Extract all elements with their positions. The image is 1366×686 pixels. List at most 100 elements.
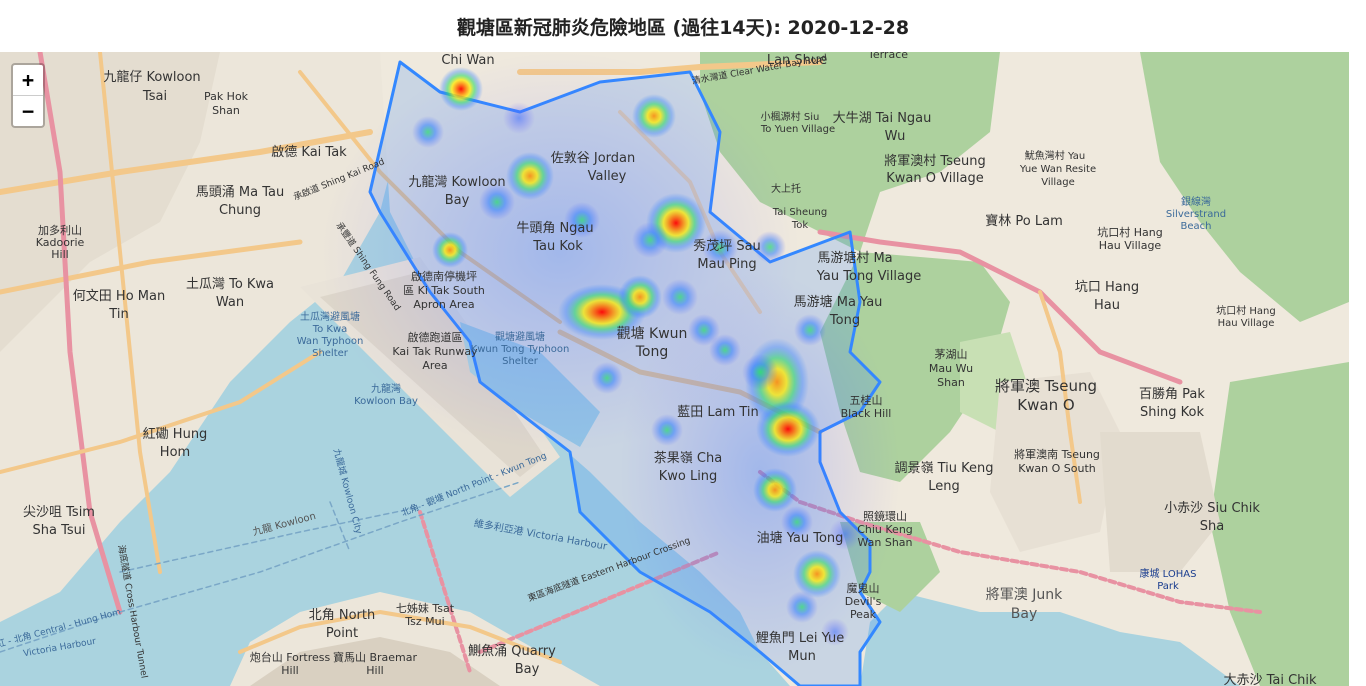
map-label: 將軍澳南 Tseung	[1014, 447, 1100, 461]
map-label: Mau Ping	[697, 257, 756, 272]
map-label: 小赤沙 Siu Chik	[1164, 501, 1260, 516]
map-label: Black Hill	[841, 407, 892, 420]
heat-point	[829, 518, 861, 550]
map-label: 茅湖山	[935, 348, 968, 361]
map-label: 大牛湖 Tai Ngau	[833, 111, 932, 126]
map-label: 佐敦谷 Jordan	[551, 150, 636, 166]
map-label: 九龍 Kowloon	[251, 509, 317, 538]
map-label: Yue Wan Resite	[1019, 164, 1096, 175]
map-label: Chi Wan	[441, 53, 494, 68]
map-label: Tok	[791, 220, 809, 231]
heat-point	[794, 314, 826, 346]
map-label: 秀茂坪 Sau	[693, 239, 761, 254]
map-label: 大上托	[771, 182, 801, 195]
map-label: Tin	[108, 307, 128, 322]
map-label: 寶林 Po Lam	[985, 213, 1062, 229]
map-label: 馬頭涌 Ma Tau	[196, 185, 284, 200]
map-label: 馬游塘村 Ma	[817, 250, 892, 266]
heat-point	[591, 362, 623, 394]
heat-point	[632, 222, 668, 258]
map-label: 觀塘 Kwun	[617, 326, 688, 342]
heat-point	[702, 230, 738, 266]
map-label: 炮台山 Fortress	[250, 650, 331, 664]
map-label: Shan	[212, 104, 240, 117]
map-label: 藍田 Lam Tin	[677, 405, 759, 420]
map-label: 加多利山	[38, 223, 82, 237]
map-label: Hau	[1094, 298, 1120, 313]
heat-point	[753, 468, 797, 512]
map-label: Tong	[635, 344, 669, 360]
map-label: 將軍澳 Tseung	[995, 377, 1097, 395]
map-label: 將軍澳 Junk	[986, 587, 1063, 603]
heat-point	[793, 550, 841, 598]
map-label-layer: Chi Wan Lan Shue Terrace 九龍仔 Kowloon Tsa…	[0, 52, 1317, 686]
heat-point	[651, 414, 683, 446]
map-label: Pak Hok	[204, 90, 249, 103]
map-label: 北角 North	[309, 608, 376, 623]
map-label: 坑口村 Hang	[1216, 304, 1276, 317]
map-label: 土瓜灣 To Kwa	[186, 277, 274, 292]
heat-point	[662, 279, 698, 315]
map-label: Peak	[850, 608, 877, 621]
map-label: Sha Tsui	[32, 523, 85, 538]
map-label: 魷魚灣村 Yau	[1025, 149, 1085, 162]
heat-point	[786, 591, 818, 623]
map-label: Silverstrand	[1166, 209, 1226, 220]
map-label: Wu	[885, 129, 906, 144]
map-label: 鯉魚門 Lei Yue	[756, 631, 845, 646]
map-label: 九龍灣 Kowloon	[408, 174, 505, 190]
map-view[interactable]: Chi Wan Lan Shue Terrace 九龍仔 Kowloon Tsa…	[0, 52, 1349, 686]
map-label: 牛頭角 Ngau	[516, 221, 593, 236]
map-label: Kwan O Village	[886, 171, 984, 186]
heat-point	[439, 67, 483, 111]
zoom-in-button[interactable]: +	[21, 68, 35, 92]
map-label: Kwan O	[1017, 396, 1074, 414]
zoom-out-button[interactable]: −	[13, 95, 43, 126]
map-label: 土瓜灣避風塘	[300, 310, 360, 323]
map-label: Terrace	[867, 52, 908, 61]
map-label: Valley	[588, 169, 627, 184]
map-label: Kwan O South	[1018, 462, 1096, 475]
map-label: Kwun Tong Typhoon	[471, 344, 570, 355]
map-label: 尖沙咀 Tsim	[23, 505, 95, 520]
map-label: 觀塘避風塘	[495, 330, 545, 343]
map-label: 油塘 Yau Tong	[757, 530, 844, 546]
map-label: Beach	[1181, 221, 1212, 232]
heat-point	[756, 401, 820, 457]
map-label: Shelter	[312, 348, 349, 359]
heat-point	[564, 202, 600, 238]
map-label: 照鏡環山	[863, 509, 907, 523]
map-label: 大赤沙 Tai Chik	[1223, 673, 1317, 686]
heat-point	[742, 354, 778, 390]
map-label: To Yuen Village	[760, 124, 835, 135]
page-title: 觀塘區新冠肺炎危險地區 (過往14天): 2020-12-28	[456, 16, 910, 39]
map-label: Bay	[445, 193, 470, 208]
map-label: Point	[326, 626, 358, 641]
map-label: 銀線灣	[1181, 195, 1211, 208]
heat-point	[412, 116, 444, 148]
map-label: Hom	[160, 445, 190, 460]
map-label: Apron Area	[413, 298, 474, 311]
heat-point	[503, 102, 535, 134]
map-label: Chiu Keng	[857, 523, 913, 536]
heat-point	[506, 152, 554, 200]
heat-point	[688, 314, 720, 346]
map-label: 茶果嶺 Cha	[654, 450, 722, 466]
map-label: 九龍灣	[371, 382, 401, 395]
map-label: Hau Village	[1218, 318, 1275, 329]
map-label: 魔鬼山	[847, 581, 880, 595]
map-label: Lan Shue	[767, 53, 827, 68]
map-label: Wan Shan	[857, 536, 912, 549]
map-label: Yau Tong Village	[816, 269, 921, 284]
map-label: 區 Ki Tak South	[403, 284, 485, 297]
map-label: Kwo Ling	[659, 469, 718, 484]
map-label: 將軍澳村 Tseung	[884, 153, 985, 169]
map-label: Leng	[928, 479, 960, 494]
map-label: 馬游塘 Ma Yau	[794, 294, 883, 310]
map-label: 啟德南停機坪	[411, 269, 477, 283]
map-label: Shing Kok	[1140, 405, 1205, 420]
map-label: Kadoorie	[36, 236, 85, 249]
zoom-control: + −	[11, 63, 45, 128]
heatmap-layer	[320, 52, 900, 672]
map-label: Tai Sheung	[772, 207, 827, 218]
